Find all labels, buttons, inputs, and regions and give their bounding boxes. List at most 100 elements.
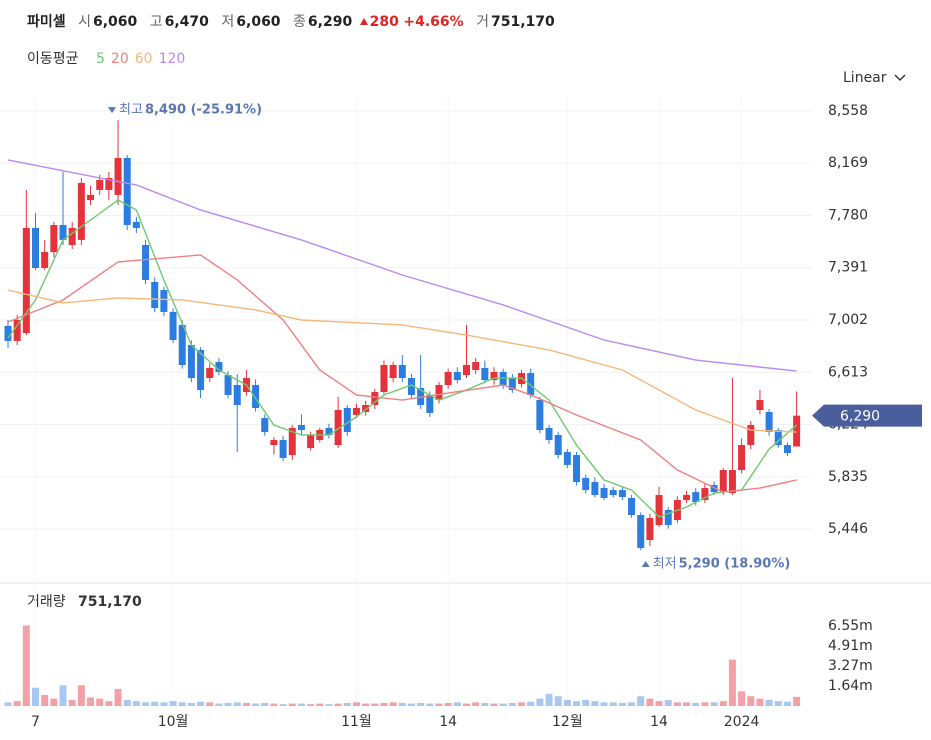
candle-body bbox=[114, 157, 122, 195]
candle-body bbox=[618, 490, 626, 498]
candle-body bbox=[655, 495, 663, 525]
y-tick-label: 7,391 bbox=[828, 260, 868, 276]
volume-bar bbox=[362, 703, 370, 706]
chevron[interactable] bbox=[894, 74, 906, 82]
candle-body bbox=[692, 492, 700, 503]
candle-body bbox=[582, 477, 590, 491]
high-value: 6,470 bbox=[164, 14, 209, 30]
up-arrow bbox=[359, 18, 368, 25]
volume-bar bbox=[123, 699, 131, 706]
candle-body bbox=[288, 428, 296, 456]
candle-body bbox=[380, 364, 388, 392]
low-value: 6,060 bbox=[236, 14, 281, 30]
volume-bar bbox=[664, 699, 672, 706]
candle-body bbox=[50, 225, 58, 253]
volume-bar bbox=[380, 702, 388, 706]
candle-body bbox=[527, 373, 535, 395]
candle-body bbox=[215, 362, 223, 372]
price-tag-label: 6,290 bbox=[840, 409, 880, 425]
ma-legend: 5 bbox=[96, 51, 105, 67]
volume-bar bbox=[151, 701, 159, 706]
candle-body bbox=[389, 364, 397, 379]
candle-body bbox=[710, 484, 718, 493]
candle-body bbox=[398, 364, 406, 379]
candle-body bbox=[426, 394, 434, 413]
moving-average bbox=[7, 254, 797, 493]
candle-body bbox=[187, 344, 195, 379]
volume-bar bbox=[692, 702, 700, 706]
candle-body bbox=[77, 182, 85, 240]
volume-bar bbox=[793, 696, 801, 706]
candle-body bbox=[407, 378, 415, 395]
candle-body bbox=[371, 391, 379, 406]
candle-body bbox=[756, 400, 764, 410]
change: 280 bbox=[369, 14, 399, 30]
volume-bar bbox=[22, 625, 30, 706]
volume-bar bbox=[50, 698, 58, 706]
volume-bar bbox=[398, 702, 406, 706]
candle-body bbox=[444, 371, 452, 386]
volume-bar bbox=[389, 702, 397, 706]
volume-bar bbox=[13, 701, 21, 706]
candle-body bbox=[22, 227, 30, 334]
candle-body bbox=[765, 412, 773, 433]
candle-body bbox=[96, 180, 104, 190]
volume-bar bbox=[600, 702, 608, 706]
volume-bar bbox=[407, 703, 415, 706]
volume-bar bbox=[105, 701, 113, 706]
volume-bar bbox=[297, 703, 305, 706]
candle-body bbox=[573, 455, 581, 483]
volume-bar bbox=[756, 698, 764, 706]
candle-body bbox=[123, 157, 131, 226]
candle-body bbox=[793, 415, 801, 447]
volume-value: 751,170 bbox=[491, 14, 555, 30]
volume-bar bbox=[673, 702, 681, 706]
volume-bar bbox=[325, 704, 333, 706]
x-tick-label: 11월 bbox=[341, 714, 372, 730]
volume-bar bbox=[518, 702, 526, 706]
candle-body bbox=[747, 425, 755, 446]
volume-bar bbox=[270, 703, 278, 706]
candle-body bbox=[197, 349, 205, 390]
candle-body bbox=[297, 425, 305, 431]
x-tick-label: 7 bbox=[31, 714, 40, 730]
candle-body bbox=[417, 387, 425, 406]
volume-bar bbox=[352, 702, 360, 706]
candle-body bbox=[591, 482, 599, 496]
candle-body bbox=[609, 490, 617, 496]
volume-bar bbox=[4, 702, 12, 706]
high-marker-label: 최고 bbox=[119, 103, 143, 118]
stock-name: 파미셀 bbox=[27, 14, 66, 30]
candle-body bbox=[481, 367, 489, 381]
x-tick-label: 12월 bbox=[552, 714, 583, 730]
volume-bar bbox=[215, 703, 223, 706]
volume-bar bbox=[527, 701, 535, 706]
volume-bar bbox=[728, 659, 736, 706]
scale-toggle[interactable]: Linear bbox=[843, 70, 887, 86]
volume-bar bbox=[77, 685, 85, 706]
x-tick-label: 10월 bbox=[158, 714, 189, 730]
candle-body bbox=[87, 194, 95, 201]
candle-body bbox=[233, 385, 241, 406]
candle-body bbox=[490, 371, 498, 381]
volume-bar bbox=[536, 698, 544, 706]
volume-bar bbox=[307, 704, 315, 706]
candle-body bbox=[178, 324, 186, 365]
volume-bar bbox=[132, 701, 140, 706]
volume-bar bbox=[142, 702, 150, 706]
candle-body bbox=[224, 375, 232, 395]
volume-bar bbox=[582, 699, 590, 706]
candle-body bbox=[132, 221, 140, 228]
candle-body bbox=[160, 290, 168, 312]
volume-bar bbox=[187, 702, 195, 706]
volume-bar bbox=[774, 701, 782, 706]
candle-body bbox=[13, 319, 21, 341]
candle-body bbox=[32, 227, 40, 269]
moving-average bbox=[7, 159, 797, 372]
volume-tick-label: 6.55m bbox=[828, 618, 873, 634]
low-marker-detail: 5,290 (18.90%) bbox=[679, 556, 791, 571]
volume-tick-label: 1.64m bbox=[828, 678, 873, 694]
candle-body bbox=[683, 495, 691, 501]
volume-bar bbox=[242, 702, 250, 706]
